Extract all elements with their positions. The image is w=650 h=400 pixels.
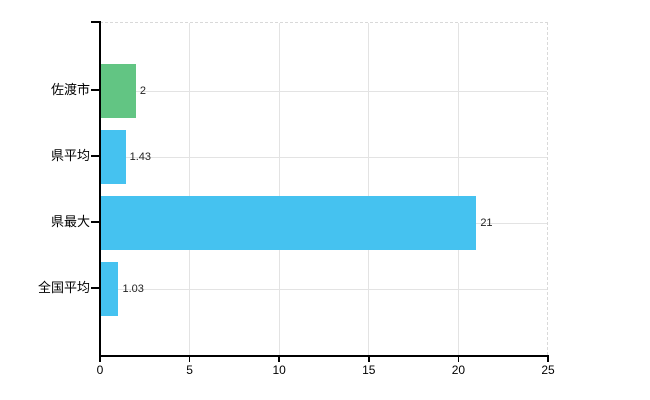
bar [100,262,119,316]
x-axis-line [99,355,549,357]
x-tick-label: 15 [362,363,376,377]
y-axis-tick [91,287,99,289]
x-axis-tick [368,356,370,362]
x-tick-label: 20 [451,363,466,377]
x-axis-tick [188,356,191,362]
x-axis-tick [547,356,549,362]
v-gridline [457,23,459,355]
bar [100,130,126,184]
bar [100,196,477,250]
x-tick-label: 10 [272,363,286,377]
h-gridline [100,288,547,290]
bar-value-label: 1.43 [129,151,152,163]
bar [100,64,136,118]
category-label: 県最大 [50,214,90,229]
category-label: 県平均 [50,148,90,163]
x-axis-tick [99,356,101,362]
v-gridline [278,23,280,355]
plot-area: 2 1.43 21 1.03 [100,22,548,355]
x-axis-tick [278,356,280,362]
y-axis-tick [91,89,99,91]
x-tick-label: 0 [96,363,104,377]
v-gridline [368,23,370,355]
category-label: 佐渡市 [50,82,90,97]
category-label: 全国平均 [37,280,90,295]
x-axis-tick [457,356,460,362]
x-tick-label: 5 [186,363,193,377]
y-axis-tick [91,155,99,157]
y-axis-tick [91,21,99,23]
x-tick-label: 25 [541,363,555,377]
y-axis-tick [91,221,99,223]
y-axis-line [99,21,101,356]
v-gridline [189,23,191,355]
bar-value-label: 1.03 [122,283,144,295]
bar-value-label: 21 [480,217,493,229]
bar-value-label: 2 [139,85,146,97]
h-gridline [100,156,547,158]
h-gridline [100,90,547,92]
